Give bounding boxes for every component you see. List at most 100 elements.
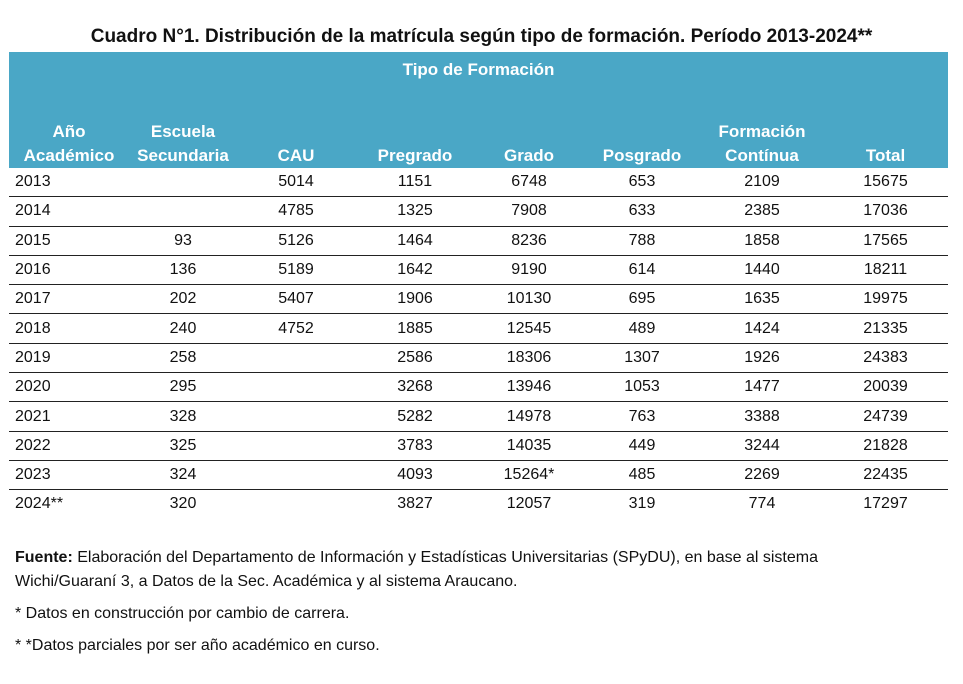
cell-posgrado: 614 [583, 255, 701, 286]
table-row: 2016 136 5189 1642 9190 614 1440 18211 [9, 255, 949, 286]
cell-posgrado: 1053 [583, 372, 701, 403]
cell-total: 21828 [823, 431, 949, 461]
table-row: 2015 93 5126 1464 8236 788 1858 17565 [9, 226, 949, 256]
cell-grado: 12545 [475, 313, 583, 344]
cell-cau [237, 343, 355, 374]
cell-cau: 4752 [237, 313, 355, 344]
cell-year: 2020 [9, 372, 129, 403]
cell-posgrado: 695 [583, 284, 701, 315]
cell-secondary-school: 324 [129, 460, 237, 491]
cell-cau: 5189 [237, 255, 355, 286]
cell-total: 21335 [823, 313, 949, 344]
cell-pregrado: 1906 [355, 284, 475, 315]
cell-continuing-education: 1926 [701, 343, 823, 374]
cell-posgrado: 763 [583, 401, 701, 432]
cell-grado: 14035 [475, 431, 583, 461]
column-header-line [355, 120, 475, 144]
cell-grado: 13946 [475, 372, 583, 403]
enrollment-table-container: Tipo de Formación Año Académico Escuela Sec… [9, 52, 949, 519]
column-header-cau: CAU [237, 88, 355, 168]
cell-secondary-school: 202 [129, 284, 237, 315]
cell-secondary-school: 328 [129, 401, 237, 432]
cell-continuing-education: 774 [748, 495, 776, 513]
cell-cau [237, 431, 355, 461]
column-header-total: Total [823, 88, 949, 168]
cell-pregrado: 1325 [355, 196, 475, 227]
cell-total: 22435 [823, 460, 949, 491]
cell-year: 2016 [9, 255, 129, 286]
cell-pregrado: 5282 [355, 401, 475, 432]
footnotes: Fuente: Elaboración del Departamento de … [15, 546, 915, 658]
column-header-pregrado: Pregrado [355, 88, 475, 168]
cell-posgrado: 449 [583, 431, 701, 461]
column-header-secondary-school: Escuela Secundaria [129, 88, 237, 168]
column-header-continuing-education: Formación Contínua [701, 88, 823, 168]
column-header-line: Pregrado [377, 146, 453, 165]
cell-year: 2019 [9, 343, 129, 374]
cell-total: 17565 [823, 226, 949, 256]
column-header-posgrado: Posgrado [583, 88, 701, 168]
cell-posgrado: 788 [583, 226, 701, 256]
column-header-line: Contínua [725, 146, 799, 165]
column-header-line: Académico [23, 146, 115, 165]
column-header-line: Año [52, 122, 86, 141]
column-header-line [823, 120, 948, 144]
cell-cau: 4785 [237, 196, 355, 227]
cell-continuing-education: 1477 [701, 372, 823, 403]
cell-continuing-education: 2269 [701, 460, 823, 491]
table-row: 2020 295 3268 13946 1053 1477 20039 [9, 372, 949, 403]
column-header-line: Total [865, 146, 906, 165]
column-header-line: Formación [718, 122, 806, 141]
cell-secondary-school: 240 [129, 313, 237, 344]
cell-year: 2014 [9, 196, 129, 227]
table-row: 2023 324 4093 15264* 485 2269 22435 [9, 460, 949, 491]
cell-continuing-education: 3388 [701, 401, 823, 432]
column-header-line: Secundaria [137, 146, 229, 165]
cell-secondary-school: 320 [169, 495, 197, 513]
cell-grado: 18306 [475, 343, 583, 374]
cell-posgrado: 653 [583, 168, 701, 198]
cell-grado: 9190 [475, 255, 583, 286]
cell-pregrado: 1464 [355, 226, 475, 256]
footnote-2: * *Datos parciales por ser año académico… [15, 637, 380, 654]
cell-year: 2023 [9, 460, 129, 491]
cell-total: 19975 [823, 284, 949, 315]
cell-continuing-education: 2385 [701, 196, 823, 227]
cell-grado: 15264* [475, 460, 583, 491]
cell-year: 2021 [9, 401, 129, 432]
cell-year: 2017 [9, 284, 129, 315]
table-row: 2013 5014 1151 6748 653 2109 15675 [9, 168, 949, 198]
cell-year: 2022 [9, 431, 129, 461]
footnote-1: * Datos en construcción por cambio de ca… [15, 605, 350, 622]
cell-continuing-education: 1424 [701, 313, 823, 344]
cell-continuing-education: 1635 [701, 284, 823, 315]
cell-total: 17036 [823, 196, 949, 227]
cell-secondary-school [129, 196, 237, 227]
cell-pregrado: 4093 [355, 460, 475, 491]
cell-posgrado: 319 [628, 495, 656, 513]
table-row: 2024** 320 3827 12057 319 774 17297 [9, 490, 948, 519]
column-header-line: Posgrado [602, 146, 682, 165]
cell-grado: 12057 [506, 495, 552, 513]
cell-continuing-education: 3244 [701, 431, 823, 461]
table-title: Cuadro N°1. Distribución de la matrícula… [90, 26, 873, 47]
cell-cau: 5407 [237, 284, 355, 315]
column-header-line: Grado [503, 146, 555, 165]
cell-secondary-school: 136 [129, 255, 237, 286]
cell-grado: 8236 [475, 226, 583, 256]
cell-cau [237, 372, 355, 403]
cell-pregrado: 2586 [355, 343, 475, 374]
cell-pregrado: 3268 [355, 372, 475, 403]
cell-total: 15675 [823, 168, 949, 198]
table-row: 2019 258 2586 18306 1307 1926 24383 [9, 343, 949, 374]
cell-total: 17297 [863, 495, 908, 513]
cell-secondary-school: 258 [129, 343, 237, 374]
cell-cau [237, 401, 355, 432]
cell-cau [237, 460, 355, 491]
cell-total: 20039 [823, 372, 949, 403]
cell-grado: 7908 [475, 196, 583, 227]
table-row: 2022 325 3783 14035 449 3244 21828 [9, 431, 949, 461]
source-note: Fuente: Elaboración del Departamento de … [15, 546, 915, 594]
table-row: 2018 240 4752 1885 12545 489 1424 21335 [9, 313, 949, 344]
cell-pregrado: 3827 [397, 495, 433, 513]
